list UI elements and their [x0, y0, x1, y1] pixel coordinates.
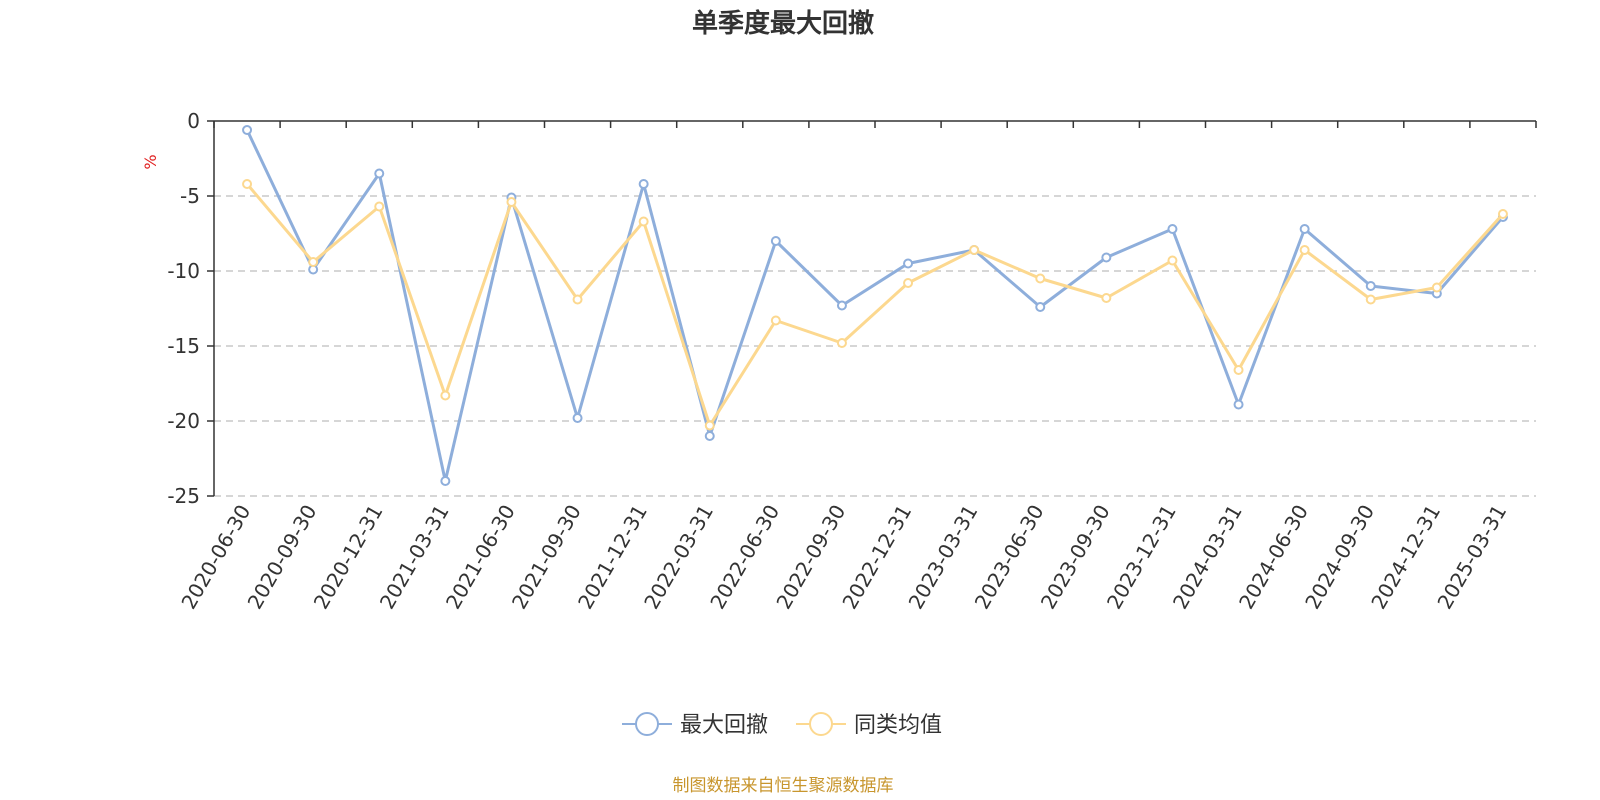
y-tick-label: -10 — [167, 259, 200, 283]
x-tick-label: 2021-12-31 — [573, 501, 652, 614]
legend-label: 最大回撤 — [680, 713, 768, 738]
data-point — [836, 300, 847, 311]
x-tick-label: 2022-03-31 — [639, 501, 718, 614]
legend-marker — [809, 712, 833, 736]
data-point — [903, 278, 914, 288]
data-point — [572, 413, 583, 423]
x-tick-label: 2023-03-31 — [904, 501, 983, 614]
x-tick-label: 2022-09-30 — [771, 501, 850, 614]
data-point — [770, 315, 781, 326]
series-lines — [242, 125, 1508, 486]
data-point — [903, 258, 914, 269]
x-tick-label: 2021-09-30 — [507, 501, 586, 614]
data-point — [1233, 399, 1244, 410]
x-tick-label: 2025-03-31 — [1432, 501, 1511, 614]
x-tick-label: 2024-03-31 — [1168, 501, 1247, 614]
data-point — [440, 476, 451, 486]
x-tick-label: 2024-06-30 — [1234, 501, 1313, 614]
data-point — [1167, 255, 1178, 266]
series-line — [245, 183, 1505, 427]
data-point — [374, 168, 385, 179]
data-point — [1101, 293, 1112, 303]
data-point — [1365, 294, 1376, 305]
data-point — [1497, 209, 1508, 219]
data-point — [1299, 224, 1310, 234]
x-tick-label: 2023-06-30 — [970, 501, 1049, 614]
legend-marker — [635, 712, 659, 736]
data-point — [308, 257, 319, 267]
legend-label: 同类均值 — [854, 713, 942, 738]
y-tick-label: -20 — [167, 409, 200, 433]
data-point — [836, 338, 847, 348]
y-axis-unit-label: % — [141, 154, 160, 169]
legend-item-1: 同类均值 — [796, 712, 942, 738]
legend-item-0: 最大回撤 — [622, 712, 768, 738]
chart-title: 单季度最大回撤 — [692, 8, 874, 39]
x-tick-label: 2024-09-30 — [1300, 501, 1379, 614]
data-point — [1035, 302, 1046, 312]
x-tick-label: 2024-12-31 — [1366, 501, 1445, 614]
data-point — [572, 294, 583, 305]
data-point — [506, 197, 517, 207]
data-point — [638, 216, 649, 227]
data-point — [440, 390, 451, 401]
data-point — [969, 245, 980, 255]
legend: 最大回撤 同类均值 — [622, 712, 942, 738]
gridlines — [214, 195, 1536, 497]
y-tick-label: -15 — [167, 334, 200, 358]
data-point — [242, 179, 253, 189]
data-point — [638, 179, 649, 189]
data-point — [1431, 282, 1442, 293]
data-point — [1233, 365, 1244, 375]
data-point — [1299, 245, 1310, 255]
data-point — [1167, 224, 1178, 234]
x-tick-label: 2020-09-30 — [243, 501, 322, 614]
y-tick-label: -5 — [180, 184, 200, 208]
series-line — [245, 129, 1505, 483]
series-0 — [242, 125, 1508, 486]
data-point — [1035, 273, 1046, 284]
data-point — [704, 431, 715, 441]
data-point — [1365, 281, 1376, 291]
x-tick-label: 2020-12-31 — [309, 501, 388, 614]
data-point — [374, 201, 385, 212]
x-tick-label: 2021-03-31 — [375, 500, 454, 613]
x-tick-label: 2023-12-31 — [1102, 501, 1181, 614]
x-tick-label: 2021-06-30 — [441, 501, 520, 614]
x-tick-label: 2022-06-30 — [705, 501, 784, 614]
data-point — [242, 125, 253, 135]
data-point — [770, 236, 781, 246]
x-tick-label: 2020-06-30 — [176, 501, 255, 614]
data-point — [1101, 252, 1112, 263]
x-tick-label: 2022-12-31 — [837, 501, 916, 614]
series-1 — [242, 179, 1508, 431]
data-point — [704, 420, 715, 431]
source-note: 制图数据来自恒生聚源数据库 — [673, 776, 894, 796]
y-tick-label: 0 — [187, 109, 200, 133]
x-tick-label: 2023-09-30 — [1036, 501, 1115, 614]
y-tick-label: -25 — [167, 484, 200, 508]
